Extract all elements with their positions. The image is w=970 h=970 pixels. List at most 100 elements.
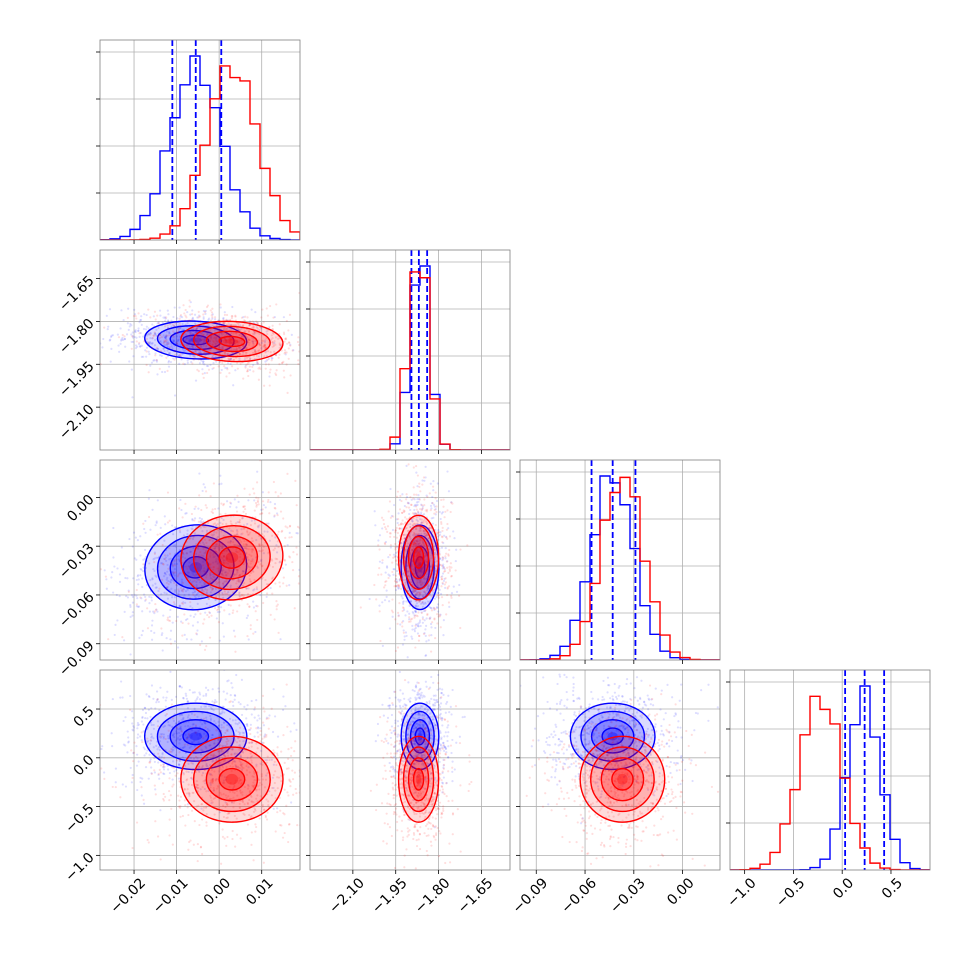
scatter-point [422,542,425,545]
scatter-point [248,365,251,368]
scatter-point [210,338,213,341]
scatter-point [413,628,416,631]
scatter-point [189,726,192,729]
scatter-point [419,624,422,628]
scatter-point [169,638,172,641]
scatter-point [408,535,411,539]
scatter-point [440,578,443,581]
density-fill [416,552,422,563]
scatter-point [205,824,208,827]
scatter-point [412,612,415,615]
scatter-point [409,599,413,603]
scatter-point [257,355,260,358]
scatter-point [149,579,152,582]
scatter-point [156,556,160,559]
scatter-point [244,334,247,337]
scatter-point [264,578,267,582]
scatter-point [283,831,286,835]
scatter-point [426,541,429,544]
scatter-point [220,516,223,520]
scatter-point [288,555,291,558]
scatter-point [223,837,226,840]
scatter-point [129,766,132,770]
scatter-point [167,313,170,316]
scatter-point [123,337,127,341]
scatter-point [260,322,263,325]
scatter-point [226,562,230,565]
scatter-point [264,346,267,350]
scatter-point [398,578,401,581]
scatter-point [252,337,255,340]
scatter-point [150,599,153,602]
scatter-point [434,544,437,547]
scatter-point [172,533,175,536]
scatter-point [264,346,267,350]
scatter-point [258,328,261,332]
scatter-point [199,550,202,554]
scatter-point [415,614,418,617]
scatter-point [177,777,181,780]
scatter-point [244,366,247,369]
scatter-point [432,480,435,483]
scatter-point [150,624,154,627]
scatter-point [130,324,133,327]
scatter-point [388,532,392,535]
scatter-point [188,299,191,302]
scatter-point [297,582,300,585]
scatter-point [149,341,152,344]
scatter-point [386,525,390,528]
scatter-point [188,340,191,344]
scatter-point [395,581,398,584]
scatter-point [142,746,145,749]
scatter-point [135,336,138,339]
scatter-point [222,534,225,538]
scatter-point [241,351,245,354]
scatter-point [257,714,260,717]
scatter-point [262,724,266,727]
scatter-point [415,539,418,543]
scatter-point [217,334,220,337]
scatter-point [424,534,427,537]
scatter-point [435,586,439,589]
scatter-point [187,593,191,596]
contour-line [205,535,259,580]
scatter-point [418,544,422,547]
scatter-point [170,325,173,328]
scatter-point [414,512,417,516]
scatter-point [436,482,439,485]
scatter-point [165,586,168,590]
scatter-point [176,343,179,346]
scatter-point [208,611,212,615]
scatter-point [246,614,249,617]
scatter-point [425,624,428,628]
scatter-point [122,719,125,723]
scatter-point [151,337,154,340]
scatter-point [387,573,390,576]
scatter-point [242,505,245,509]
scatter-point [174,695,178,698]
scatter-point [200,735,203,738]
scatter-point [130,368,133,371]
scatter-point [149,364,152,367]
scatter-point [226,728,229,731]
scatter-point [157,595,160,598]
scatter-point [141,740,144,744]
scatter-point [239,553,242,556]
scatter-point [214,507,217,511]
scatter-point [271,592,274,595]
scatter-point [239,755,243,758]
scatter-point [246,562,249,566]
scatter-point [110,732,113,735]
scatter-point [184,512,187,515]
scatter-point [158,777,161,780]
scatter-point [129,603,132,607]
scatter-point [203,363,206,366]
scatter-point [199,358,202,361]
scatter-point [132,577,135,580]
scatter-point [233,498,236,501]
scatter-point [180,508,183,512]
scatter-point [434,507,437,511]
scatter-point [202,309,205,313]
scatter-point [378,548,381,551]
scatter-point [196,316,199,319]
